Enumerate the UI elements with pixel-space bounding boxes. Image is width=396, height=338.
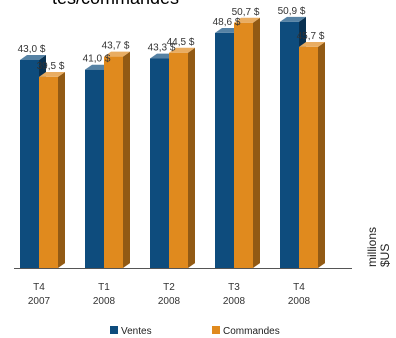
x-tick-year-0: 2007 <box>28 296 51 307</box>
x-axis-ticks: T4 2007 T1 2008 T2 2008 T3 2008 T4 2008 <box>28 282 311 307</box>
bar-commandes-4 <box>299 41 325 268</box>
x-tick-label-3: T3 <box>228 282 240 293</box>
legend: Ventes Commandes <box>110 326 280 337</box>
value-label-commandes-4: 45,7 $ <box>297 31 325 42</box>
bar-commandes-0 <box>39 71 65 269</box>
legend-label-ventes: Ventes <box>121 326 152 337</box>
x-tick-year-1: 2008 <box>93 296 116 307</box>
y-unit-label-line-0: millions <box>365 227 379 267</box>
value-labels: 43,0 $ 39,5 $ 41,0 $ 43,7 $ 43,3 $44,5 $ 48,6… <box>18 6 325 72</box>
legend-swatch-ventes <box>110 326 118 334</box>
value-label-commandes-3: 50,7 $ <box>232 7 260 18</box>
bar-commandes-2 <box>169 47 195 269</box>
value-label-commandes-1: 43,7 $ <box>102 41 130 52</box>
value-label-ventes-1: 41,0 $ <box>83 54 111 65</box>
value-label-ventes-4: 50,9 $ <box>278 6 306 17</box>
y-axis-unit-label: millions $US <box>365 227 392 267</box>
value-label-ventes-0: 43,0 $ <box>18 44 46 55</box>
bar-commandes-3 <box>234 17 260 269</box>
chart-title: tes/commandes <box>52 0 179 8</box>
y-unit-label-line-1: $US <box>378 244 392 267</box>
x-tick-label-4: T4 <box>293 282 305 293</box>
legend-swatch-commandes <box>212 326 220 334</box>
value-label-ventes-3: 48,6 $ <box>213 17 241 28</box>
x-tick-year-4: 2008 <box>288 296 311 307</box>
bar-commandes-1 <box>104 51 130 269</box>
x-tick-year-2: 2008 <box>158 296 181 307</box>
legend-label-commandes: Commandes <box>223 326 280 337</box>
x-tick-label-0: T4 <box>33 282 45 293</box>
x-tick-label-2: T2 <box>163 282 175 293</box>
legend-item-commandes: Commandes <box>212 326 280 337</box>
legend-item-ventes: Ventes <box>110 326 152 337</box>
bars-group <box>20 16 325 269</box>
x-tick-year-3: 2008 <box>223 296 246 307</box>
value-label-commandes-2: 44,5 $ <box>167 37 195 48</box>
x-tick-label-1: T1 <box>98 282 110 293</box>
value-label-ventes-2: 43,3 $ <box>148 43 176 54</box>
value-label-commandes-0: 39,5 $ <box>37 61 65 72</box>
